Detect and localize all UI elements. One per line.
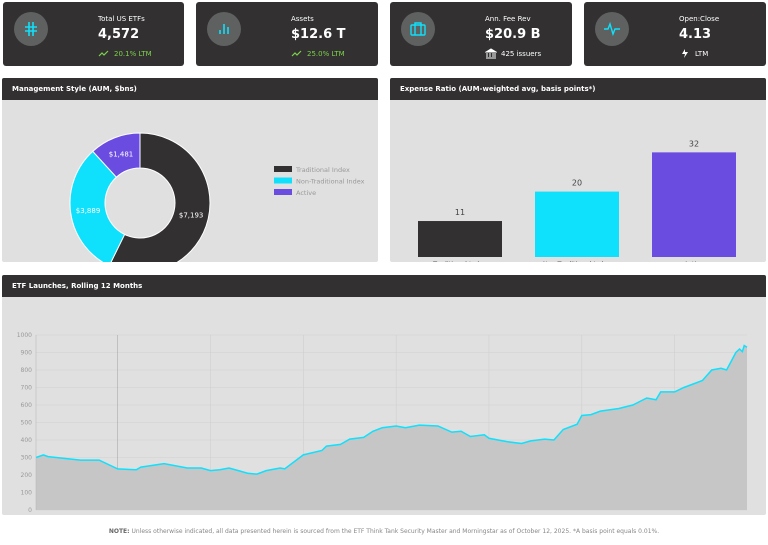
donut-slice — [69, 150, 126, 262]
bar-category-label: Non-Traditional Index — [543, 260, 612, 262]
etf-launches-panel: ETF Launches, Rolling 12 Months 0 100 200 3… — [2, 275, 766, 515]
donut-chart: $7,193 $3,889 $1,481 Traditional Index Non-T… — [69, 132, 365, 262]
y-tick-label: 400 — [21, 437, 33, 444]
kpi-value: $20.9 B — [485, 27, 541, 42]
hash-icon — [14, 12, 48, 46]
legend-label: Non-Traditional Index — [296, 178, 365, 186]
panel-title: ETF Launches, Rolling 12 Months — [2, 275, 766, 297]
kpi-title: Assets — [291, 15, 314, 23]
kpi-subtext: 425 issuers — [501, 49, 542, 58]
donut-slice — [92, 132, 141, 178]
trend-up-icon — [98, 50, 109, 57]
line-chart: 0100200300400500600700800900100020192020… — [17, 332, 748, 514]
bar-category-label: Traditional Index — [432, 260, 487, 262]
slice-label: $1,481 — [109, 151, 134, 159]
y-tick-label: 600 — [21, 402, 33, 409]
slice-label: $7,193 — [179, 211, 204, 219]
kpi-subtext: 25.0% LTM — [307, 49, 345, 58]
bar — [535, 191, 619, 257]
kpi-value: 4.13 — [679, 27, 712, 42]
kpi-title: Ann. Fee Rev — [485, 15, 531, 23]
briefcase-icon — [401, 12, 435, 46]
kpi-card: Assets $12.6 T 25.0% LTM — [196, 2, 378, 66]
bar-chart-icon — [207, 12, 241, 46]
management-style-panel: Management Style (AUM, $bns) $7,193 $3,88… — [2, 78, 378, 262]
bar — [418, 221, 502, 257]
kpi-card: Total US ETFs 4,572 20.1% LTM — [3, 2, 184, 66]
y-tick-label: 200 — [21, 472, 33, 479]
series-line — [35, 344, 748, 475]
bar-value-label: 20 — [572, 179, 582, 188]
kpi-title: Open:Close — [679, 15, 720, 23]
bar-chart: 11 Traditional Index 20 Non-Traditional Ind… — [418, 139, 736, 262]
pulse-icon — [595, 12, 629, 46]
legend-swatch — [274, 177, 292, 184]
lightning-icon — [682, 49, 688, 58]
donut-slice — [110, 132, 211, 262]
kpi-subtext: LTM — [695, 49, 709, 58]
y-tick-label: 900 — [21, 350, 33, 357]
y-tick-label: 500 — [21, 420, 33, 427]
bar — [652, 152, 736, 257]
bar-value-label: 32 — [689, 139, 699, 148]
y-tick-label: 1000 — [17, 332, 32, 339]
kpi-subtext: 20.1% LTM — [114, 49, 152, 58]
bar-category-label: Active — [684, 260, 704, 262]
y-tick-label: 800 — [21, 367, 33, 374]
slice-label: $3,889 — [76, 207, 101, 215]
footnote: NOTE: Unless otherwise indicated, all da… — [108, 528, 660, 535]
y-tick-label: 100 — [21, 490, 33, 497]
legend-swatch — [274, 189, 292, 195]
y-tick-label: 700 — [21, 385, 33, 392]
y-tick-label: 300 — [21, 455, 33, 462]
legend-swatch — [274, 166, 292, 172]
panel-title: Expense Ratio (AUM-weighted avg, basis p… — [390, 78, 766, 100]
bar-value-label: 11 — [455, 208, 465, 217]
panel-title: Management Style (AUM, $bns) — [2, 78, 378, 100]
legend-label: Active — [296, 189, 316, 197]
kpi-value: $12.6 T — [291, 27, 346, 42]
y-tick-label: 0 — [28, 507, 32, 514]
kpi-card: Open:Close 4.13 LTM — [584, 2, 766, 66]
kpi-value: 4,572 — [98, 27, 140, 42]
legend-label: Traditional Index — [295, 166, 350, 174]
trend-up-icon — [291, 50, 302, 57]
kpi-title: Total US ETFs — [98, 15, 145, 23]
kpi-card: Ann. Fee Rev $20.9 B 425 issuers — [390, 2, 572, 66]
area-fill — [36, 345, 747, 510]
bank-icon — [485, 48, 497, 59]
expense-ratio-panel: Expense Ratio (AUM-weighted avg, basis p… — [390, 78, 766, 262]
